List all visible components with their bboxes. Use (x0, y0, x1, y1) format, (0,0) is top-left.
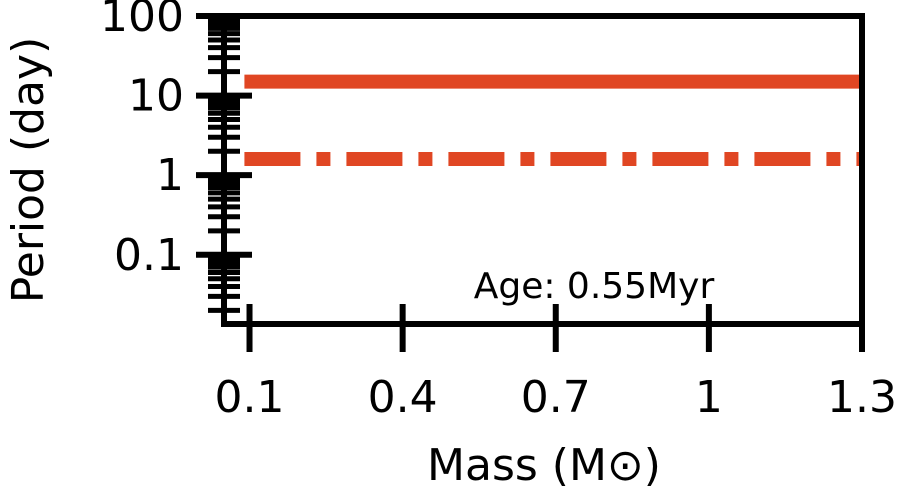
y-tick-label: 10 (128, 71, 184, 122)
age-annotation: Age: 0.55Myr (474, 266, 715, 307)
y-axis-label: Period (day) (3, 37, 54, 303)
y-tick-label: 0.1 (114, 230, 184, 281)
x-tick-label: 0.1 (215, 372, 285, 423)
x-tick-label: 1 (695, 372, 723, 423)
x-tick-label: 0.4 (368, 372, 438, 423)
plot-layer (244, 74, 862, 166)
axes-layer: 0.1 1 10 100 0.1 0.4 0.7 1 1.3 (100, 0, 897, 423)
x-tick-label: 0.7 (521, 372, 591, 423)
y-tick-label: 1 (156, 150, 184, 201)
x-tick-label: 1.3 (827, 372, 897, 423)
x-axis-label: Mass (M⊙) (427, 440, 661, 491)
y-tick-label: 100 (100, 0, 184, 42)
plot-frame (221, 13, 865, 327)
